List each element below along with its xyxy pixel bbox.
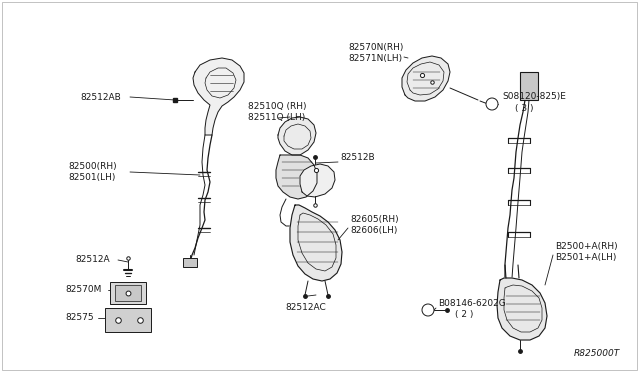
Bar (183, 258, 197, 267)
Text: ( 2 ): ( 2 ) (455, 311, 474, 320)
Text: B: B (425, 305, 431, 314)
Polygon shape (290, 205, 342, 281)
Text: 82510Q (RH)
82511Q (LH): 82510Q (RH) 82511Q (LH) (248, 102, 307, 122)
Bar (115, 285, 141, 301)
Polygon shape (276, 155, 317, 199)
Text: B2500+A(RH)
B2501+A(LH): B2500+A(RH) B2501+A(LH) (555, 242, 618, 262)
Text: 82512AB: 82512AB (80, 93, 121, 102)
Polygon shape (402, 56, 450, 101)
Circle shape (422, 304, 434, 316)
Text: ( 3 ): ( 3 ) (515, 103, 534, 112)
Polygon shape (193, 58, 244, 135)
Polygon shape (300, 164, 335, 197)
Text: 82512AC: 82512AC (285, 304, 326, 312)
Text: S: S (490, 99, 495, 109)
Text: 82512A: 82512A (75, 256, 109, 264)
Polygon shape (278, 117, 316, 155)
Bar (105, 308, 151, 332)
Polygon shape (497, 278, 547, 340)
Text: 82570M: 82570M (65, 285, 101, 295)
Circle shape (486, 98, 498, 110)
Text: 82605(RH)
82606(LH): 82605(RH) 82606(LH) (350, 215, 399, 235)
Text: 82500(RH)
82501(LH): 82500(RH) 82501(LH) (68, 162, 116, 182)
Text: S08120-825)E: S08120-825)E (502, 92, 566, 100)
Text: R825000T: R825000T (573, 349, 620, 358)
FancyBboxPatch shape (520, 72, 538, 100)
Text: B08146-6202G: B08146-6202G (438, 298, 506, 308)
Bar (110, 282, 146, 304)
Text: 82575: 82575 (65, 314, 93, 323)
Text: 82512B: 82512B (340, 154, 374, 163)
Text: 82570N(RH)
82571N(LH): 82570N(RH) 82571N(LH) (348, 43, 403, 63)
